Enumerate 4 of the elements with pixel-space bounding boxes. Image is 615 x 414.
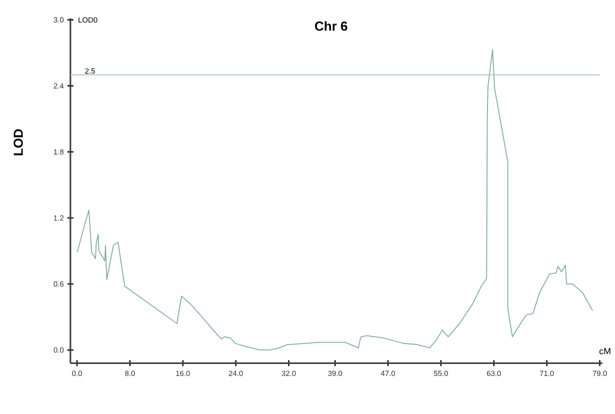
chart-title: Chr 6 [315, 21, 348, 31]
line-series [76, 49, 593, 350]
x-axis-title: cM [599, 348, 610, 354]
y-axis-title: LOD [14, 129, 23, 156]
